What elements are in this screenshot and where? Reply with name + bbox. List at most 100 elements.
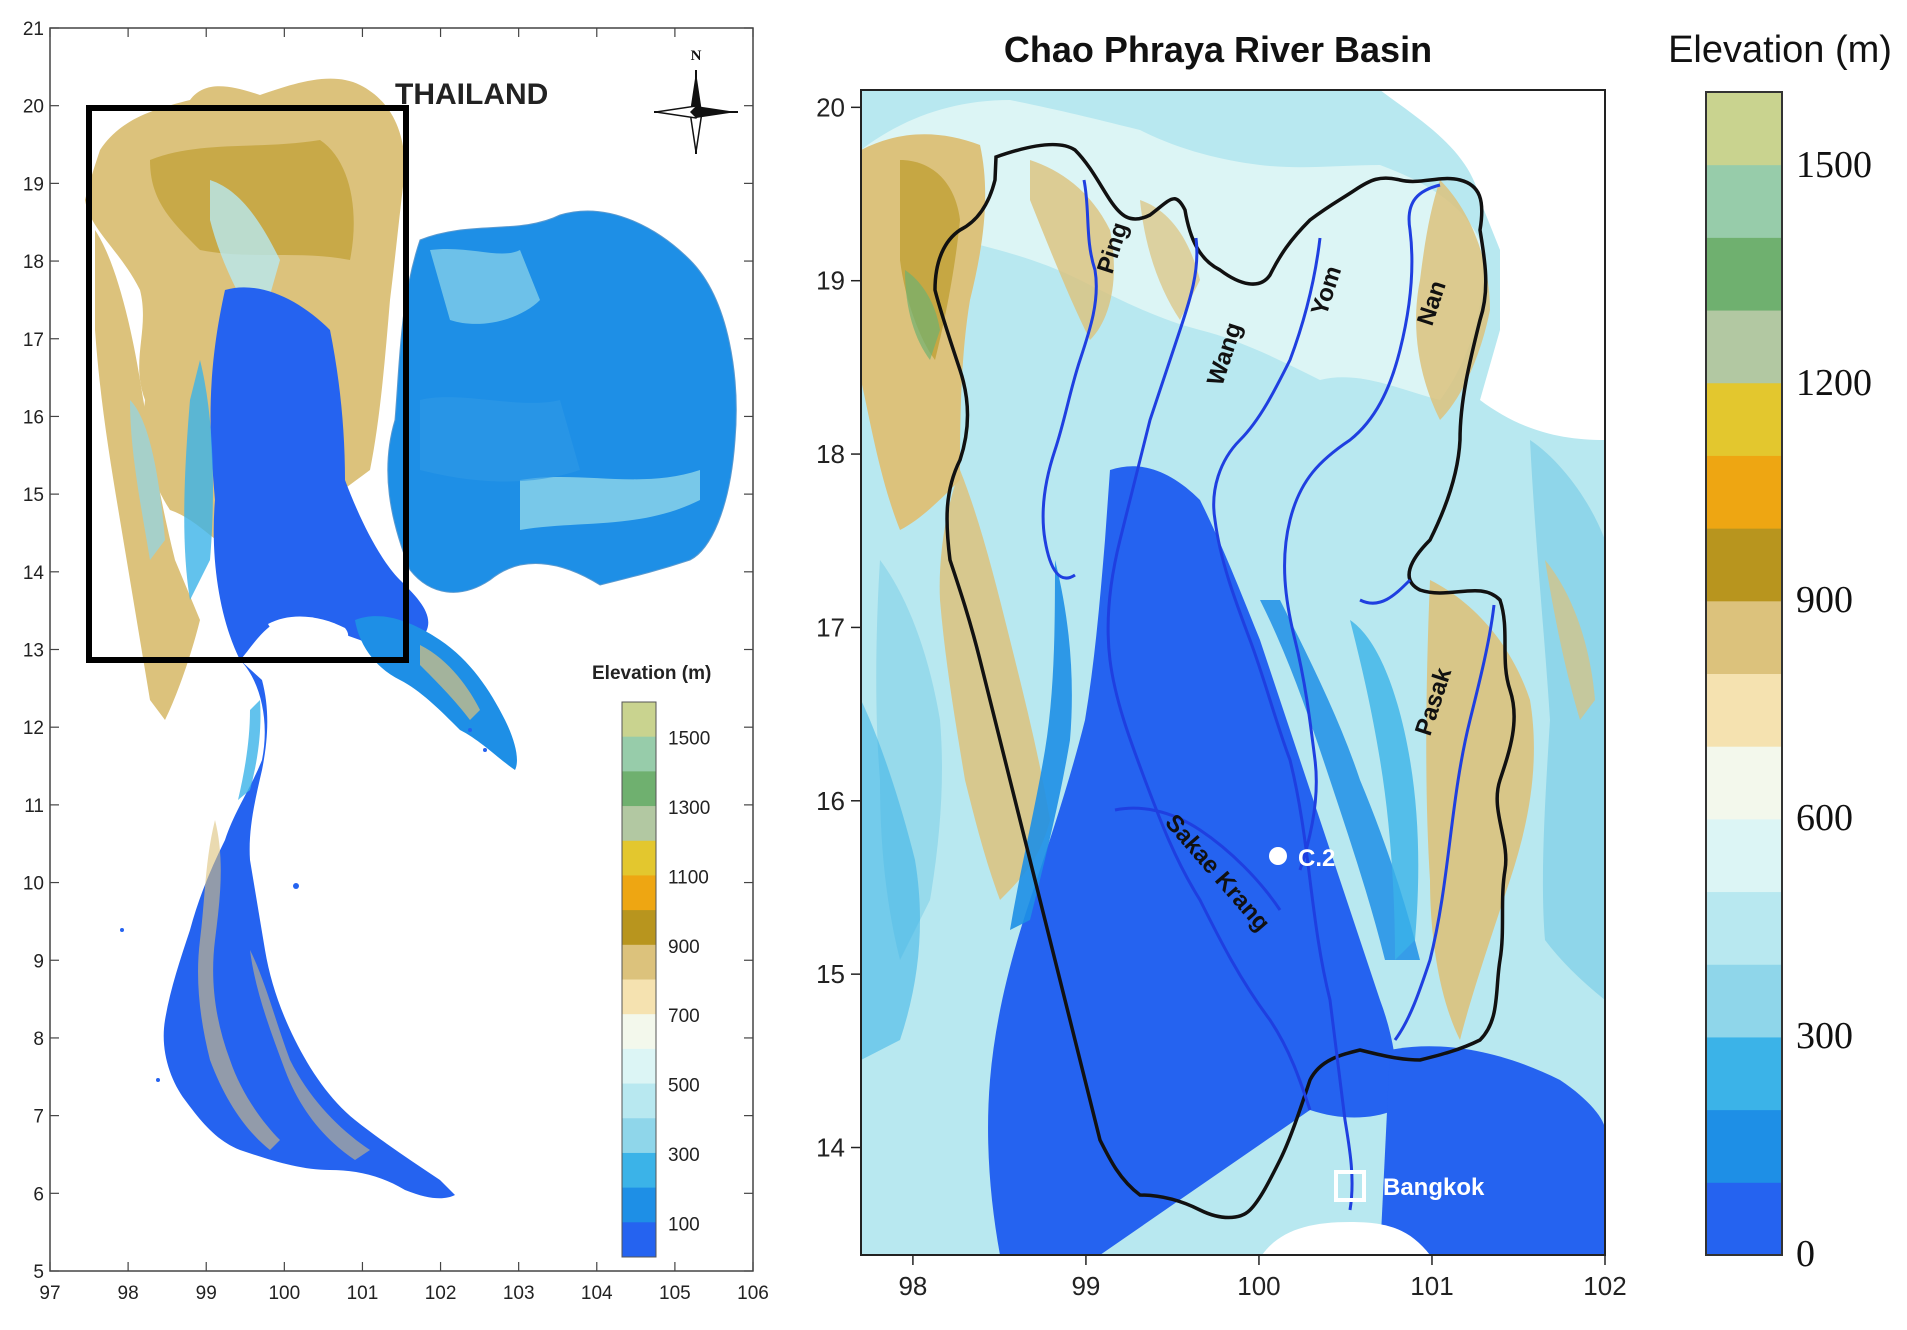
left-legend-label: 1500 [668,729,710,750]
north-arrow-icon: N [654,48,738,154]
left-x-tick-label: 106 [737,1283,769,1304]
colorbar-swatch [1706,1109,1782,1183]
northwest-green-peaks [905,270,940,360]
left-y-tick-label: 18 [23,252,44,273]
left-x-tick-label: 98 [118,1283,139,1304]
left-y-tick-label: 11 [24,796,44,817]
ping-river [1041,179,1098,580]
left-legend-swatch [622,736,656,772]
colorbar-swatch [1706,455,1782,529]
left-legend-label: 300 [668,1145,700,1166]
central-plain [210,287,429,660]
left-legend-swatch [622,1014,656,1050]
northern-highlands-mid [150,140,354,260]
left-x-tick-label: 103 [503,1283,535,1304]
island [293,883,299,889]
bangkok-label: Bangkok [1383,1174,1485,1201]
eastern-seaboard-hills [420,645,480,720]
left-legend-swatch [622,1152,656,1189]
island [120,928,124,932]
colorbar-swatch [1706,528,1782,602]
colorbar-swatch [1706,1036,1782,1111]
colorbar-swatch [1706,237,1782,311]
right-x-tick-label: 101 [1410,1271,1453,1301]
left-y-tick-label: 13 [23,641,44,662]
colorbar-swatches [1706,92,1782,1256]
left-legend-label: 900 [668,937,700,958]
island [468,728,472,732]
wang-river [1106,237,1312,1111]
colorbar-label: 1500 [1796,144,1872,186]
island [483,748,487,752]
southern-peninsula [163,660,456,1199]
chao-phraya-main [1308,879,1354,1211]
gulf-head [268,616,349,652]
pasak-river [1393,604,1496,1041]
left-axis-ticks [49,27,754,1272]
left-x-tick-label: 100 [268,1283,300,1304]
left-legend-swatches [621,701,657,1258]
southeast-lowland [1380,1046,1605,1255]
left-y-tick-label: 8 [33,1029,44,1050]
north-ridges-2 [1140,200,1200,320]
left-legend-swatch [622,875,656,911]
pasak-hills [1426,580,1534,1040]
left-legend-swatch [622,910,656,946]
left-legend-swatch [622,1187,656,1223]
plain-margin [184,360,213,600]
left-legend-label: 1100 [668,867,709,888]
left-legend-label: 500 [668,1076,700,1097]
left-x-tick-label: 105 [659,1283,691,1304]
left-legend-swatch [622,944,656,980]
left-legend-swatch [622,1048,656,1085]
left-x-tick-label: 97 [39,1283,60,1304]
left-map-title: THAILAND [395,78,548,111]
right-y-tick-label: 17 [816,612,845,642]
left-legend-label: 100 [668,1214,700,1235]
west-range [939,470,1050,900]
left-y-tick-label: 19 [23,174,44,195]
yom-river [1212,237,1322,881]
right-x-tick-label: 100 [1237,1271,1280,1301]
left-legend-swatch [622,1222,656,1258]
bangkok-marker [1334,1170,1366,1202]
peninsula-coastal [238,700,261,800]
left-legend-swatch [622,702,656,738]
plateau-ridge [520,470,700,530]
left-y-tick-label: 5 [33,1262,44,1283]
left-x-tick-label: 99 [196,1283,217,1304]
colorbar-label: 300 [1796,1015,1853,1057]
pasak-valley [1350,620,1419,960]
colorbar-title: Elevation (m) [1668,29,1892,71]
peninsula-spine [198,820,280,1150]
basin-boundary [933,142,1516,1220]
tributary-east [1359,578,1412,605]
left-legend-swatch [622,1083,656,1119]
right-y-axis-labels: 14 15 16 17 18 19 20 [816,92,845,1162]
colorbar-label: 900 [1796,579,1853,621]
right-y-tick-label: 16 [816,786,845,816]
island [156,1078,160,1082]
left-y-axis-labels: 5 6 7 8 9 10 11 12 13 14 15 16 17 18 19 20 21 [23,19,45,1283]
basin-elevation-map [861,90,1605,1255]
left-y-tick-label: 20 [23,97,44,118]
right-x-tick-label: 98 [898,1271,927,1301]
left-legend-swatch [622,1118,656,1154]
east-plateau-hills [1545,560,1595,720]
plateau-low [420,397,580,482]
colorbar-swatch [1706,600,1782,674]
left-y-tick-label: 17 [23,330,44,351]
right-y-tick-label: 14 [816,1133,845,1163]
colorbar-frame [1705,91,1783,1256]
right-x-tick-label: 102 [1583,1271,1626,1301]
study-area-box [86,105,409,663]
left-legend-label: 700 [668,1006,700,1027]
left-legend-label: 1300 [668,798,710,819]
left-y-tick-label: 10 [23,874,44,895]
left-y-tick-label: 6 [33,1184,44,1205]
left-x-tick-label: 102 [425,1283,457,1304]
left-legend-title: Elevation (m) [592,663,711,684]
north-label: N [691,48,702,64]
left-y-tick-label: 21 [23,19,44,40]
colorbar-swatch [1706,310,1782,384]
